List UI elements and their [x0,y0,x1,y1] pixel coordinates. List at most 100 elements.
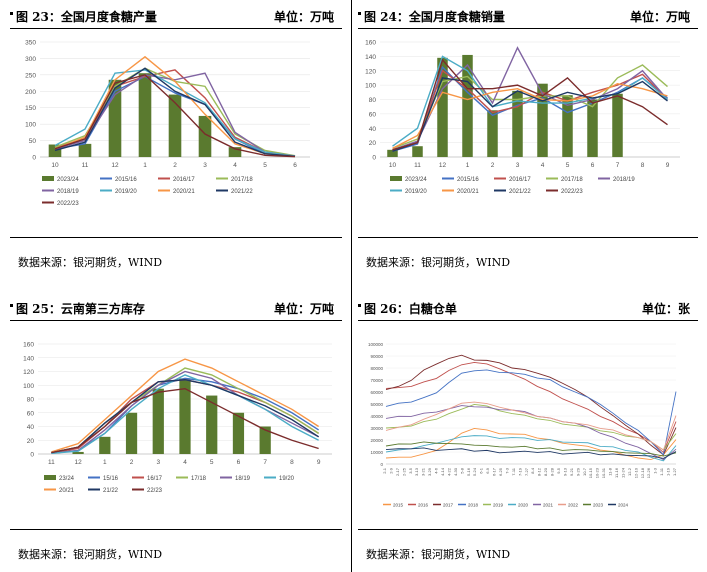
source-note: 数据来源：银河期货，WIND [366,548,511,561]
bar [206,395,218,454]
figure-unit: 单位：万吨 [629,10,690,24]
chart-warehouse-receipts: 0 10000 20000 30000 40000 50000 60000 70000 8000… [368,342,677,508]
x-tick-label: 4-30 [453,467,458,476]
legend-label: 2016 [418,503,429,508]
x-tick-label: 4-22 [446,467,451,476]
x-tick-label: 4 [183,459,187,466]
bar [198,115,212,157]
figure-unit: 单位：万吨 [273,302,334,316]
legend-label: 16/17 [147,476,163,482]
y-tick-label: 0 [30,452,34,459]
legend-label: 2015/16 [115,177,137,183]
series-line [385,441,677,457]
x-tick-label: 6-1 [479,467,484,474]
y-tick-label: 80 [369,97,377,104]
x-tick-label: 11-24 [620,467,625,478]
y-tick-label: 150 [25,105,36,112]
legend-label: 2017/18 [231,177,253,183]
x-tick-label: 9-5 [556,467,561,474]
legend-label: 2019/20 [405,189,427,195]
legend-label: 2015 [393,503,404,508]
x-tick-label: 5-24 [472,467,477,476]
x-tick-label: 7 [616,162,620,169]
bar [228,147,242,157]
x-tick-label: 8 [641,162,645,169]
bar [259,426,271,454]
y-tick-label: 200 [25,89,36,96]
bar [138,73,152,157]
x-tick-label: 4-14 [440,467,445,476]
y-tick-label: 0 [32,155,36,162]
series-line [385,401,677,451]
y-tick-label: 350 [25,40,36,47]
y-tick-label: 120 [365,68,376,75]
bar [152,388,164,454]
x-tick-label: 4-6 [434,467,439,474]
column-divider [351,0,352,572]
series-line [385,435,677,462]
y-tick-label: 40 [27,424,35,431]
series-line [51,374,319,455]
x-tick-label: 11 [82,162,89,169]
y-tick-label: 160 [365,40,376,47]
x-tick-label: 7-11 [511,467,516,475]
x-tick-label: 12 [111,162,119,169]
legend-label: 2023/24 [57,177,79,183]
series-line [51,358,320,453]
series-line [385,361,677,454]
series-line [51,379,320,454]
legend-label: 2020/21 [457,189,479,195]
y-tick-label: 100 [23,383,34,390]
x-tick-label: 12-10 [633,467,638,478]
x-tick-label: 8-28 [550,467,555,476]
legend-label: 2017/18 [561,177,583,183]
y-tick-label: 50 [29,138,37,145]
legend-label: 2023/24 [405,177,427,183]
legend-swatch [44,475,56,480]
bullet-icon [10,304,13,307]
y-tick-label: 60000 [370,390,383,395]
y-tick-label: 20 [27,438,35,445]
figure-title: 图 25：云南第三方库存 [16,302,145,316]
title-rule [358,320,698,321]
legend-label: 2019/20 [115,189,137,195]
series-line [51,387,319,454]
y-tick-label: 0 [380,462,383,467]
title-rule [358,28,698,29]
x-tick-label: 3-21 [421,467,426,476]
x-tick-label: 9 [666,162,670,169]
y-tick-label: 20000 [370,438,383,443]
x-tick-label: 10-7 [582,467,587,476]
series-line [54,69,296,157]
bar [537,83,548,157]
x-tick-label: 5 [210,459,214,466]
x-tick-label: 10-23 [595,467,600,478]
y-tick-label: 160 [23,342,34,349]
y-tick-label: 250 [25,72,36,79]
legend-label: 2023 [593,503,604,508]
legend-label: 2022/23 [561,189,583,195]
series-line [54,74,296,158]
legend-label: 2022/23 [57,201,79,207]
legend-label: 2016/17 [173,177,195,183]
y-tick-label: 50000 [370,402,383,407]
bar [125,412,138,454]
x-tick-label: 5-8 [459,467,464,474]
y-tick-label: 90000 [370,354,383,359]
y-tick-label: 140 [23,355,34,362]
legend-label: 2021/22 [509,189,531,195]
legend-label: 20/21 [59,488,75,494]
x-tick-label: 2 [130,459,134,466]
x-tick-label: 1 [103,459,107,466]
x-tick-label: 12-2 [627,467,632,476]
y-tick-label: 60 [27,410,35,417]
x-tick-label: 8-20 [543,467,548,476]
legend-label: 2018/19 [613,177,635,183]
y-tick-label: 100 [365,83,376,90]
legend-label: 2018 [468,503,479,508]
y-tick-label: 20 [369,140,377,147]
legend-label: 2020 [518,503,529,508]
source-rule [358,529,698,530]
legend-label: 21/22 [103,488,119,494]
x-tick-label: 1-19 [666,467,671,476]
